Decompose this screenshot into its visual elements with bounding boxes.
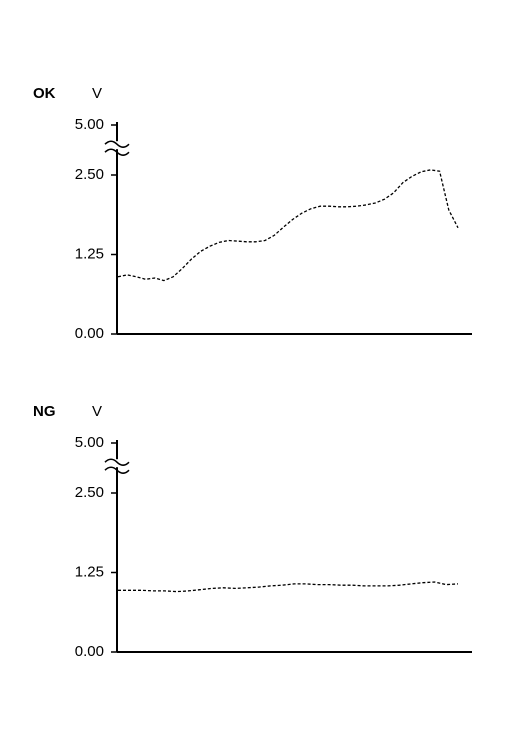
chart-title: NG	[33, 403, 56, 420]
y-tick-label: 1.25	[75, 245, 104, 262]
y-tick-label: 2.50	[75, 166, 104, 183]
y-tick-label: 0.00	[75, 325, 104, 342]
y-tick-label: 1.25	[75, 563, 104, 580]
chart-title: OK	[33, 85, 56, 102]
y-axis-unit: V	[92, 85, 102, 102]
axis-break	[104, 466, 130, 474]
axis-break	[104, 140, 130, 148]
y-tick-label: 0.00	[75, 643, 104, 660]
y-tick-label: 5.00	[75, 434, 104, 451]
axis-break	[104, 148, 130, 156]
data-line	[118, 581, 459, 593]
y-tick-label: 2.50	[75, 484, 104, 501]
y-axis-unit: V	[92, 403, 102, 420]
y-tick-label: 5.00	[75, 116, 104, 133]
data-line	[117, 169, 459, 282]
axis-break	[104, 458, 130, 466]
